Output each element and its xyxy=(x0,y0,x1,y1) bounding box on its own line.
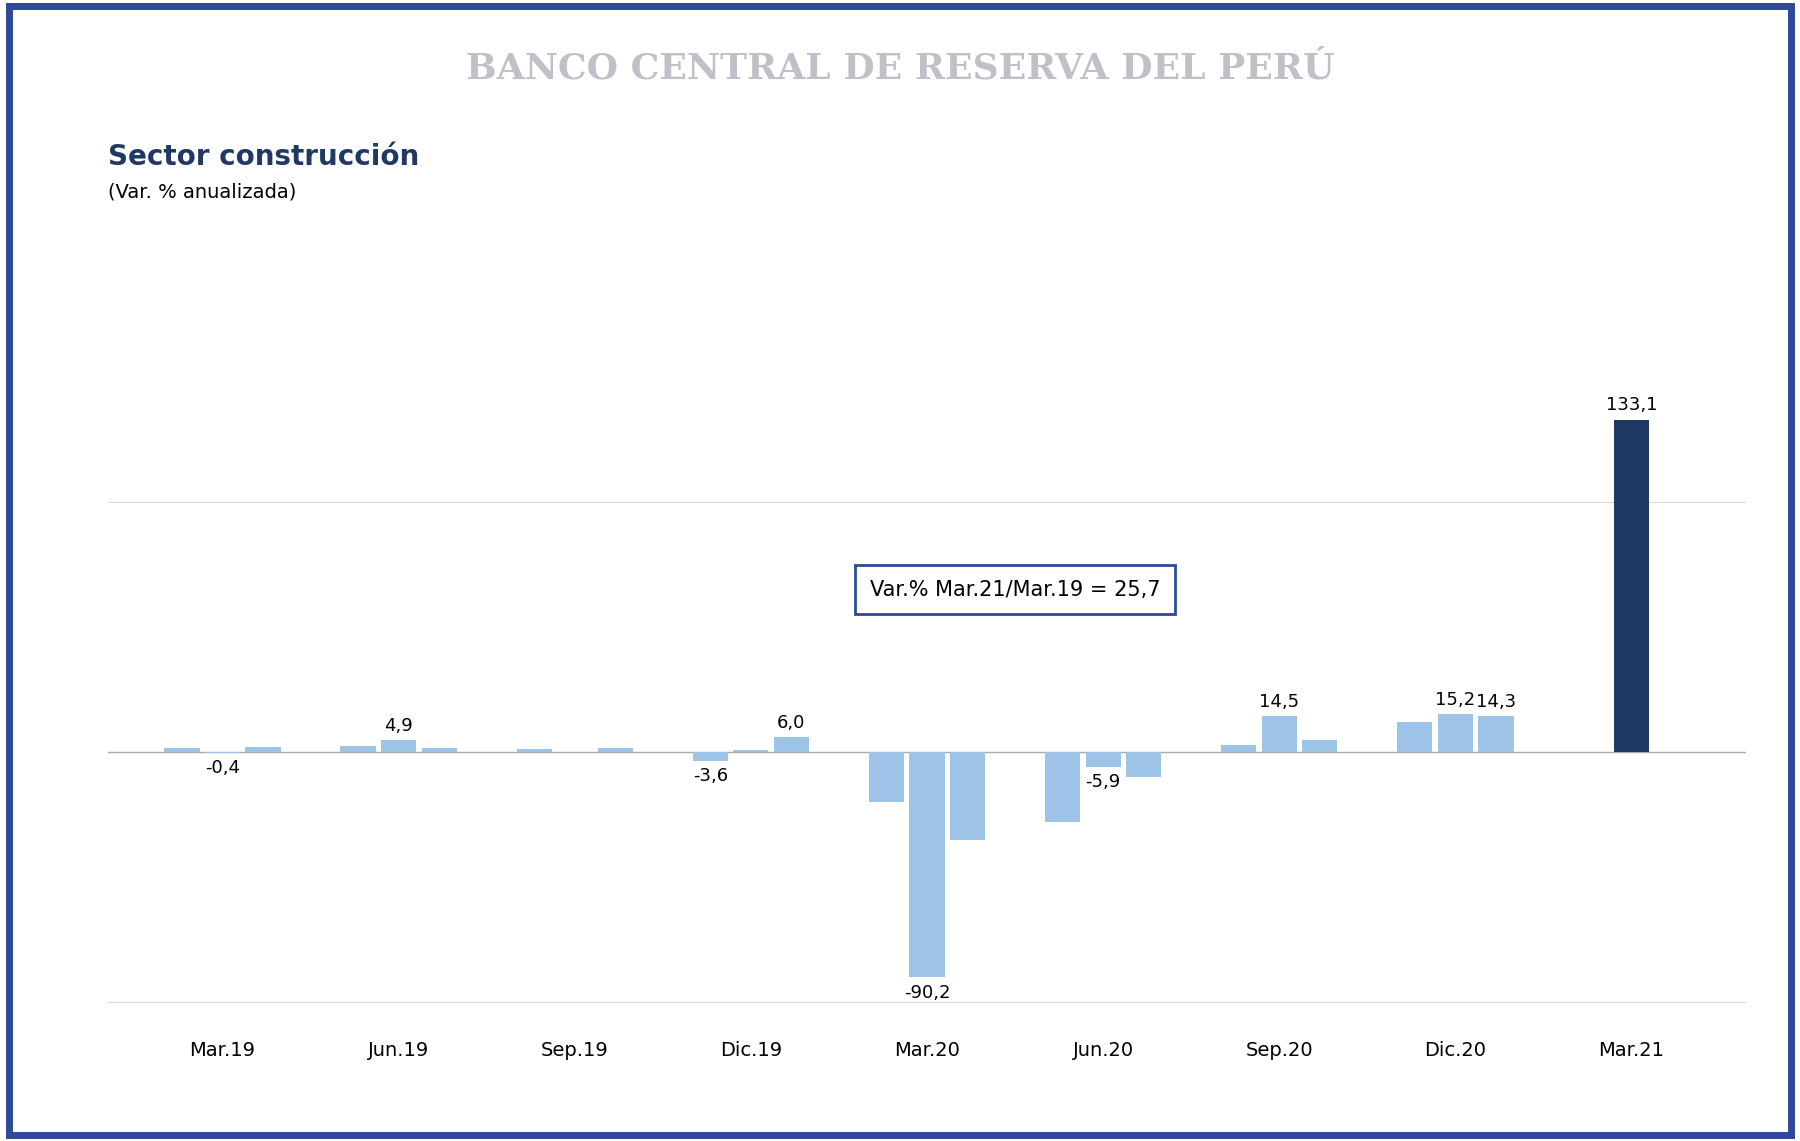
Bar xyxy=(1478,717,1514,752)
Bar xyxy=(950,752,985,840)
Bar xyxy=(1438,714,1472,752)
Bar xyxy=(421,747,457,752)
Text: 4,9: 4,9 xyxy=(383,717,412,735)
Text: 15,2: 15,2 xyxy=(1435,691,1476,710)
Bar xyxy=(382,741,416,752)
Bar xyxy=(164,748,200,752)
Bar xyxy=(517,750,553,752)
Bar xyxy=(869,752,904,802)
Bar xyxy=(598,748,634,752)
Bar xyxy=(1615,420,1649,752)
Bar xyxy=(1127,752,1161,777)
Bar xyxy=(1397,722,1433,752)
Text: -90,2: -90,2 xyxy=(904,984,950,1002)
Bar xyxy=(1301,739,1337,752)
Bar xyxy=(245,747,281,752)
Text: Sector construcción: Sector construcción xyxy=(108,143,419,171)
Text: 14,3: 14,3 xyxy=(1476,694,1516,712)
Text: -3,6: -3,6 xyxy=(693,768,727,785)
Text: Var.% Mar.21/Mar.19 = 25,7: Var.% Mar.21/Mar.19 = 25,7 xyxy=(869,580,1161,600)
Text: 6,0: 6,0 xyxy=(778,714,806,733)
Text: (Var. % anualizada): (Var. % anualizada) xyxy=(108,183,297,202)
Bar xyxy=(1220,745,1256,752)
Bar xyxy=(1262,717,1296,752)
Bar xyxy=(1085,752,1121,767)
Text: BANCO CENTRAL DE RESERVA DEL PERÚ: BANCO CENTRAL DE RESERVA DEL PERÚ xyxy=(466,51,1334,86)
Bar xyxy=(909,752,945,978)
Text: 14,5: 14,5 xyxy=(1260,693,1300,711)
Bar xyxy=(340,746,376,752)
Text: -0,4: -0,4 xyxy=(205,760,239,777)
Text: 133,1: 133,1 xyxy=(1606,396,1658,413)
Bar xyxy=(693,752,727,761)
Bar xyxy=(774,737,808,752)
Bar xyxy=(1046,752,1080,823)
Bar xyxy=(733,750,769,752)
Text: -5,9: -5,9 xyxy=(1085,774,1121,791)
